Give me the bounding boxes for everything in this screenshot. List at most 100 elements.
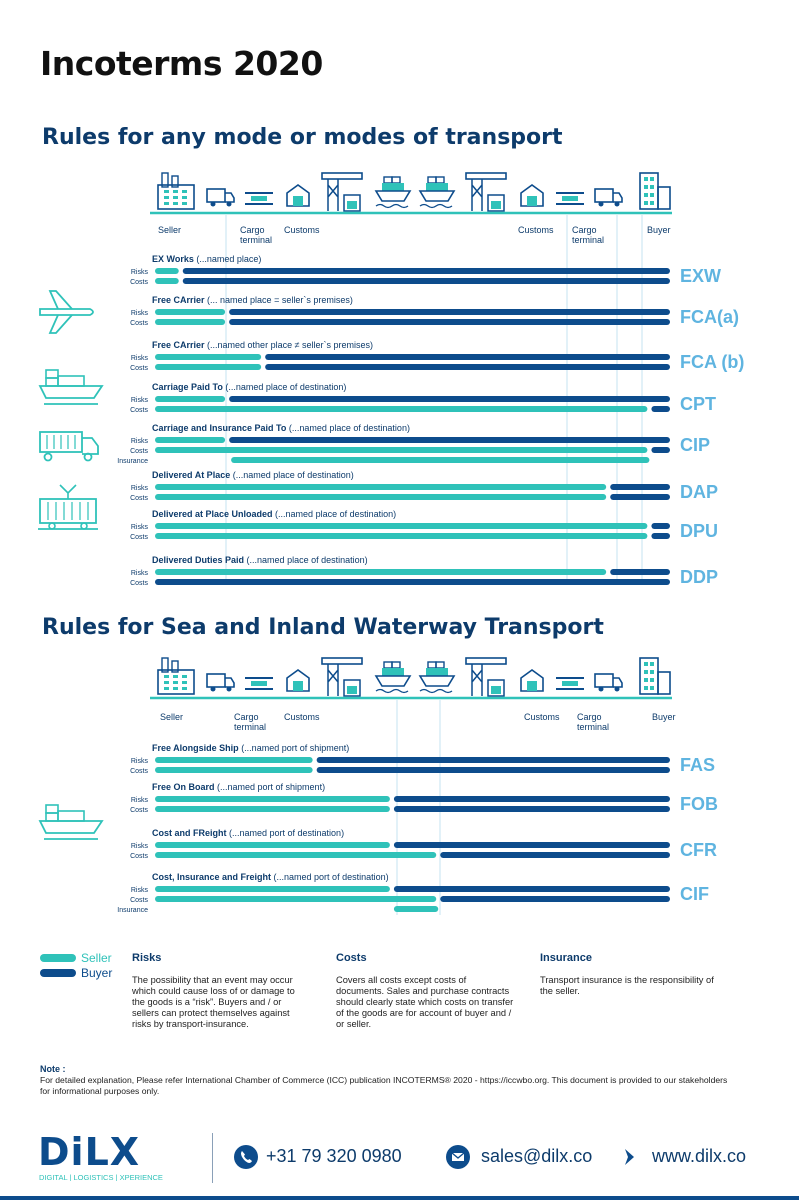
section-title-any-mode: Rules for any mode or modes of transport bbox=[42, 125, 563, 150]
dilx-logo: DiLX DIGITAL | LOGISTICS | XPERIENCE bbox=[38, 1131, 163, 1181]
seller-bar bbox=[155, 767, 313, 773]
buyer-bar bbox=[651, 447, 670, 453]
factory-icon bbox=[157, 657, 195, 695]
legend-buyer-label: Buyer bbox=[81, 966, 113, 980]
seller-bar bbox=[155, 309, 226, 315]
bar-label-costs: Costs bbox=[130, 807, 148, 814]
rule-label: Carriage Paid To (...named place of dest… bbox=[152, 382, 346, 392]
seller-bar bbox=[155, 494, 607, 500]
footer-website[interactable]: www.dilx.co bbox=[652, 1146, 747, 1166]
rule-ddp: Delivered Duties Paid (...named place of… bbox=[130, 555, 718, 587]
rule-label: Carriage and Insurance Paid To (...named… bbox=[152, 423, 410, 433]
location-cargo-terminal-line2: terminal bbox=[572, 235, 604, 245]
incoterm-code: FAS bbox=[680, 755, 715, 775]
truck-icon bbox=[206, 188, 235, 207]
crane-icon bbox=[465, 172, 507, 212]
logo-tagline: DIGITAL | LOGISTICS | XPERIENCE bbox=[39, 1173, 163, 1181]
seller-bar bbox=[155, 842, 390, 848]
seller-bar bbox=[155, 886, 390, 892]
rule-dpu: Delivered at Place Unloaded (...named pl… bbox=[130, 509, 718, 541]
warehouse-icon bbox=[520, 669, 544, 692]
airplane-body bbox=[39, 308, 94, 316]
terminal-icon bbox=[556, 677, 584, 690]
rule-dap: Delivered At Place (...named place of de… bbox=[130, 470, 718, 502]
buyer-bar bbox=[393, 796, 670, 802]
bar-label-costs: Costs bbox=[130, 320, 148, 327]
bar-label-risks: Risks bbox=[131, 269, 149, 276]
buyer-bar bbox=[265, 354, 670, 360]
bar-label-risks: Risks bbox=[131, 310, 149, 317]
truck-icon bbox=[594, 673, 623, 692]
bar-label-costs: Costs bbox=[130, 534, 148, 541]
incoterm-code: CIF bbox=[680, 884, 709, 904]
location-seller: Seller bbox=[160, 712, 183, 722]
seller-bar bbox=[155, 319, 226, 325]
rule-fcab: Free CArrier (...named other place ≠ sel… bbox=[130, 340, 744, 372]
buyer-bar bbox=[229, 309, 670, 315]
buyer-bar bbox=[610, 494, 670, 500]
seller-bar bbox=[155, 268, 179, 274]
bar-label-costs: Costs bbox=[130, 495, 148, 502]
bar-label-risks: Risks bbox=[131, 524, 149, 531]
buyer-bar bbox=[229, 396, 670, 402]
insurance-bar bbox=[231, 457, 650, 463]
legend-insurance-text: Transport insurance is the responsibilit… bbox=[540, 975, 714, 996]
rule-fcaa: Free CArrier (... named place = seller`s… bbox=[130, 295, 739, 327]
bar-label-risks: Risks bbox=[131, 438, 149, 445]
location-customs: Customs bbox=[518, 225, 554, 235]
rule-label: Delivered Duties Paid (...named place of… bbox=[152, 555, 368, 565]
seller-bar bbox=[155, 757, 313, 763]
location-cargo-terminal: Cargo bbox=[240, 225, 265, 235]
location-cargo-terminal: Cargo bbox=[234, 712, 259, 722]
bar-label-costs: Costs bbox=[130, 365, 148, 372]
bar-label-risks: Risks bbox=[131, 355, 149, 362]
buyer-bar bbox=[265, 364, 670, 370]
rule-fob: Free On Board (...named port of shipment… bbox=[130, 782, 718, 814]
buyer-bar bbox=[393, 806, 670, 812]
seller-bar bbox=[155, 406, 648, 412]
bar-label-costs: Costs bbox=[130, 448, 148, 455]
buyer-bar bbox=[182, 278, 670, 284]
location-cargo-terminal: Cargo bbox=[577, 712, 602, 722]
location-customs: Customs bbox=[524, 712, 560, 722]
rule-label: Free Alongside Ship (...named port of sh… bbox=[152, 743, 349, 753]
incoterm-code: DPU bbox=[680, 521, 718, 541]
container-truck-icon bbox=[39, 431, 99, 462]
bar-label-costs: Costs bbox=[130, 897, 148, 904]
footer-divider bbox=[212, 1133, 213, 1183]
ship-icon bbox=[374, 661, 412, 694]
note-text: For detailed explanation, Please refer I… bbox=[40, 1075, 728, 1096]
seller-bar bbox=[155, 484, 607, 490]
bar-label-risks: Risks bbox=[131, 843, 149, 850]
bar-label-risks: Risks bbox=[131, 397, 149, 404]
incoterm-code: DDP bbox=[680, 567, 718, 587]
buyer-bar bbox=[229, 437, 670, 443]
footer-phone[interactable]: +31 79 320 0980 bbox=[266, 1146, 402, 1166]
rule-label: Free On Board (...named port of shipment… bbox=[152, 782, 325, 792]
building-icon bbox=[639, 657, 671, 695]
legend-risks-text: The possibility that an event may occur … bbox=[132, 975, 295, 1029]
legend-costs-title: Costs bbox=[336, 952, 367, 964]
email-icon bbox=[446, 1145, 470, 1169]
warehouse-icon bbox=[286, 184, 310, 207]
legend-costs-text: Covers all costs except costs of documen… bbox=[336, 975, 514, 1029]
rule-cpt: Carriage Paid To (...named place of dest… bbox=[130, 382, 716, 414]
bar-label-risks: Risks bbox=[131, 570, 149, 577]
seller-bar bbox=[155, 364, 262, 370]
terminal-icon bbox=[245, 192, 273, 205]
legend-risks-title: Risks bbox=[132, 952, 162, 964]
terminal-icon bbox=[245, 677, 273, 690]
location-cargo-terminal-line2: terminal bbox=[234, 722, 266, 732]
terminal-icon bbox=[556, 192, 584, 205]
rule-label: Cost, Insurance and Freight (...named po… bbox=[152, 872, 389, 882]
container-ship-icon bbox=[38, 369, 104, 405]
rule-label: Delivered At Place (...named place of de… bbox=[152, 470, 354, 480]
bar-label-costs: Costs bbox=[130, 853, 148, 860]
legend-key-buyer bbox=[40, 969, 76, 977]
bar-label-insurance: Insurance bbox=[117, 458, 148, 465]
seller-bar bbox=[155, 569, 607, 575]
footer-email[interactable]: sales@dilx.co bbox=[481, 1146, 593, 1166]
rule-label: Free CArrier (... named place = seller`s… bbox=[152, 295, 353, 305]
